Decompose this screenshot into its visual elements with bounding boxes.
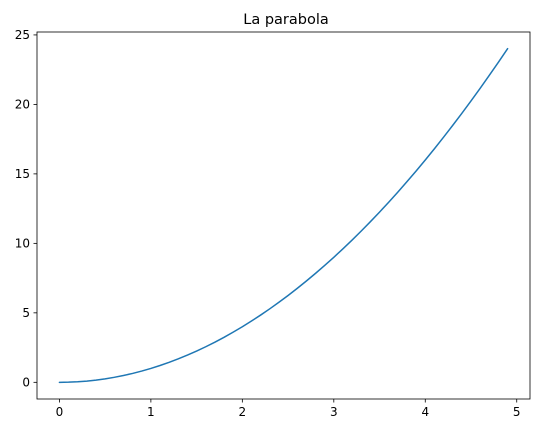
x-axis: 0 1 2 3 4 5: [56, 399, 521, 419]
y-tick-label: 25: [15, 28, 30, 42]
x-tick-label: 5: [513, 405, 521, 419]
series-line: [58, 47, 509, 384]
y-tick-label: 20: [15, 98, 30, 112]
x-tick-label: 0: [56, 405, 64, 419]
x-tick-label: 2: [239, 405, 247, 419]
y-tick-label: 10: [15, 237, 30, 251]
y-axis: 0 5 10 15 20 25: [15, 28, 37, 390]
y-tick-label: 15: [15, 167, 30, 181]
x-tick-label: 4: [421, 405, 429, 419]
plot-area: 0 1 2 3 4 5 0 5 10 15 20 25: [15, 28, 531, 419]
y-tick-label: 5: [22, 306, 30, 320]
x-tick-label: 1: [147, 405, 155, 419]
chart-title: La parabola: [243, 12, 329, 28]
y-tick-label: 0: [22, 376, 30, 390]
x-tick-label: 3: [330, 405, 338, 419]
axes-frame: [36, 31, 531, 400]
